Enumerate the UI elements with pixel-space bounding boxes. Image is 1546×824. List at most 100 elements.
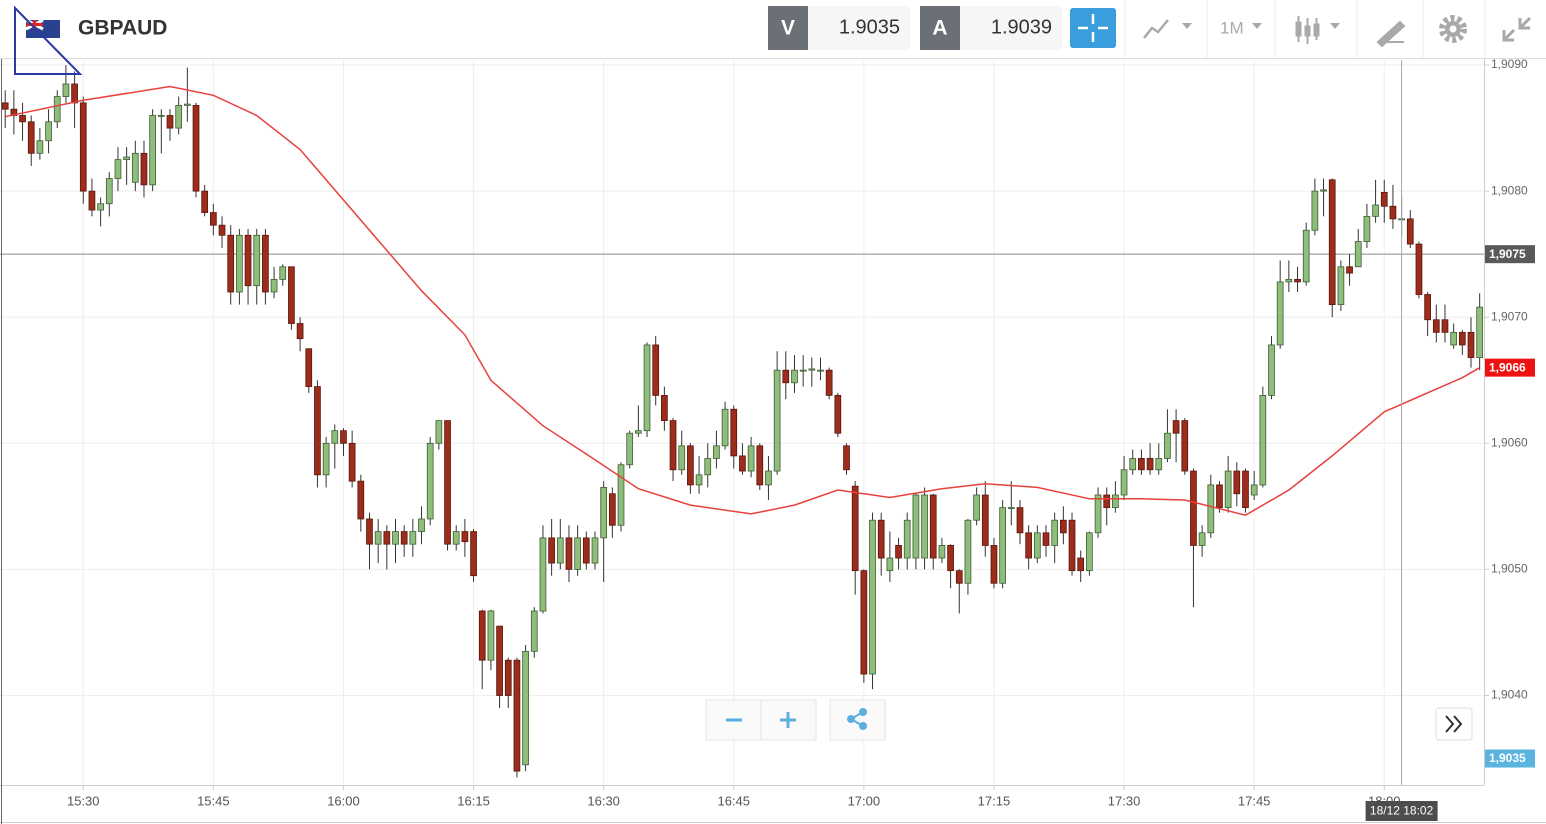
- candle-body: [522, 650, 529, 766]
- candle-body: [834, 394, 842, 434]
- symbol: GBPAUD: [78, 17, 167, 40]
- candle-body: [236, 234, 243, 293]
- candle-body: [227, 234, 235, 293]
- candle-body: [1406, 218, 1414, 245]
- collapse-button[interactable]: [1502, 16, 1532, 42]
- candle-body: [157, 115, 165, 117]
- bid-price: 1.9035: [839, 16, 900, 38]
- y-tick-label: 1,9060: [1491, 435, 1528, 449]
- candle-body: [895, 545, 902, 559]
- candle-body: [869, 519, 876, 675]
- scroll-right-button[interactable]: [1435, 707, 1473, 741]
- price-marker-label: 1,9075: [1489, 247, 1526, 261]
- zoom-in-button[interactable]: [760, 699, 817, 741]
- candle-body: [1138, 458, 1145, 471]
- candle-body: [687, 445, 694, 486]
- candle-body: [704, 458, 712, 476]
- crosshair-button[interactable]: [1070, 8, 1116, 48]
- candle-body: [582, 537, 590, 564]
- candle-body: [1198, 532, 1206, 546]
- price-marker-label: 1,9035: [1489, 751, 1526, 765]
- x-tick-label: 17:00: [848, 793, 881, 808]
- candle-body: [36, 140, 44, 154]
- candle-body: [262, 234, 269, 293]
- candle-body: [461, 531, 469, 543]
- timeframe[interactable]: 1M: [1220, 18, 1244, 37]
- candle-body: [964, 519, 972, 584]
- candle-body: [1207, 484, 1215, 534]
- candle-body: [1346, 266, 1353, 274]
- candle-body: [1363, 215, 1371, 242]
- candle-body: [782, 369, 790, 384]
- candle-body: [1458, 331, 1466, 346]
- price-marker-label: 1,9066: [1489, 360, 1526, 374]
- draw-button[interactable]: [1376, 20, 1406, 48]
- candle-body: [19, 115, 26, 123]
- candle-body: [244, 234, 252, 287]
- candle-body: [487, 610, 495, 661]
- candle-body: [374, 531, 382, 545]
- candle-body: [357, 480, 365, 520]
- candle-body: [661, 394, 668, 422]
- candle-body: [62, 83, 70, 97]
- timeframe-caret: [1252, 23, 1262, 29]
- candle-body: [1380, 191, 1388, 207]
- candle-body: [1389, 205, 1397, 220]
- bid-box[interactable]: [808, 6, 910, 50]
- candle-body: [747, 445, 755, 472]
- settings-button[interactable]: [1439, 15, 1467, 43]
- x-tick-label: 17:45: [1238, 793, 1271, 808]
- chart-type-button[interactable]: [1143, 19, 1192, 39]
- candle-body: [851, 485, 859, 572]
- candle-body: [1033, 532, 1041, 559]
- candle-body: [990, 545, 998, 584]
- candle-body: [305, 348, 313, 387]
- ask-label: A: [932, 17, 947, 40]
- candle-body: [1259, 394, 1267, 486]
- x-tick-label: 17:30: [1108, 793, 1141, 808]
- candle-body: [1077, 557, 1085, 572]
- candle-body: [149, 115, 156, 186]
- candle-body: [756, 445, 764, 486]
- candle-body: [1007, 507, 1015, 510]
- candle-body: [1172, 420, 1180, 434]
- candle-body: [340, 430, 347, 444]
- candle-body: [513, 659, 521, 772]
- candle-body: [1016, 507, 1024, 534]
- candle-body: [314, 386, 321, 476]
- y-tick-label: 1,9050: [1491, 562, 1528, 576]
- candle-body: [175, 104, 183, 129]
- candle-body: [1337, 266, 1345, 306]
- candle-body: [678, 445, 686, 471]
- candle-body: [1424, 294, 1431, 321]
- candle-body: [322, 442, 330, 476]
- candle-body: [1233, 470, 1241, 495]
- x-tick-label: 15:45: [197, 793, 230, 808]
- candle-body: [530, 610, 538, 652]
- price-marker: [1485, 358, 1535, 377]
- candle-body: [1164, 432, 1171, 459]
- bid-badge: [768, 6, 808, 50]
- candle-body: [548, 537, 555, 564]
- indicators-button[interactable]: [1295, 16, 1340, 44]
- candle-body: [1112, 494, 1119, 509]
- candle-body: [435, 420, 443, 444]
- share-button[interactable]: [829, 699, 886, 741]
- candle-body: [279, 266, 287, 280]
- candle-body: [166, 115, 174, 129]
- candle-body: [1103, 494, 1111, 509]
- ask-box[interactable]: [960, 6, 1062, 50]
- candle-body: [1086, 532, 1093, 572]
- candle-body: [105, 178, 113, 205]
- candle-body: [444, 420, 451, 545]
- crosshair-label: 18/12 18:02: [1370, 804, 1434, 818]
- x-tick-label: 15:30: [67, 793, 100, 808]
- candle-body: [1311, 190, 1319, 231]
- zoom-out-button[interactable]: [705, 699, 762, 741]
- bid-label: V: [781, 17, 795, 40]
- price-marker: [1485, 749, 1535, 768]
- candle-body: [88, 190, 96, 211]
